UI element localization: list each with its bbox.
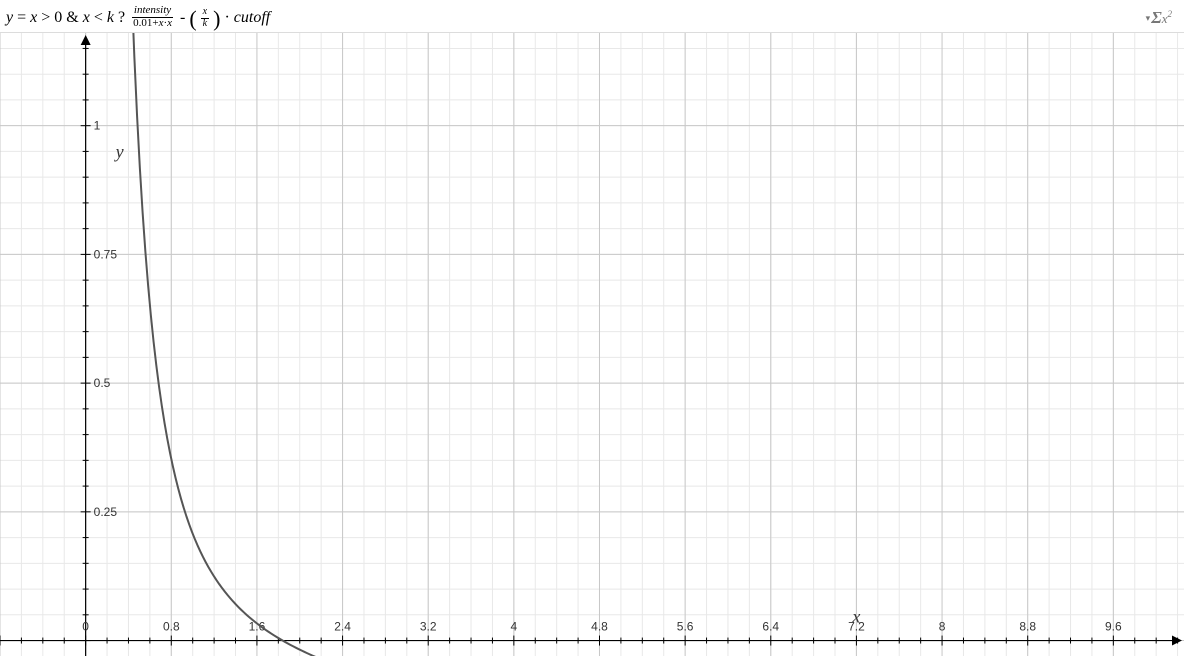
cutoff: cutoff [234,9,270,27]
svg-text:6.4: 6.4 [762,620,779,634]
svg-text:1: 1 [94,119,101,133]
svg-text:8.8: 8.8 [1019,620,1036,634]
var-y: y [6,9,13,27]
plot-svg: 00.81.62.43.244.85.66.47.288.89.60.250.5… [0,33,1184,656]
svg-text:4: 4 [511,620,518,634]
qmark: ? [118,9,125,27]
svg-text:4.8: 4.8 [591,620,608,634]
svg-text:1.6: 1.6 [249,620,266,634]
svg-text:x: x [851,607,860,627]
formula-expression: y = x > 0 & x < k ? intensity 0.01+x·x -… [6,5,270,31]
var-k: k [107,9,114,27]
svg-text:0.75: 0.75 [94,247,118,261]
fraction-xk: x k [201,7,209,29]
dot: · [224,9,229,27]
lt-sign: < [94,9,103,27]
formula-bar: y = x > 0 & x < k ? intensity 0.01+x·x -… [0,0,1184,34]
rparen: ) [213,6,220,32]
svg-text:0: 0 [82,620,89,634]
zero: 0 [54,9,62,27]
gt-sign: > [41,9,50,27]
symbolic-menu-button[interactable]: ▾ Σ x 2 [1142,6,1176,30]
chevron-down-icon: ▾ [1146,13,1151,24]
sigma-sup: 2 [1168,9,1173,19]
svg-text:3.2: 3.2 [420,620,437,634]
svg-text:0.5: 0.5 [94,376,111,390]
frac-den: 0.01+x·x [131,18,174,30]
amp: & [66,9,78,27]
svg-text:0.25: 0.25 [94,505,118,519]
svg-text:y: y [114,141,124,161]
svg-text:8: 8 [939,620,946,634]
svg-text:0.8: 0.8 [163,620,180,634]
var-x-2: x [83,9,90,27]
equals: = [17,9,26,27]
minus: - [180,9,185,27]
svg-text:5.6: 5.6 [677,620,694,634]
var-x: x [30,9,37,27]
svg-text:2.4: 2.4 [334,620,351,634]
fraction-intensity: intensity 0.01+x·x [131,5,174,29]
sigma-icon: Σ [1151,8,1162,28]
svg-text:9.6: 9.6 [1105,620,1122,634]
graph-viewport[interactable]: 00.81.62.43.244.85.66.47.288.89.60.250.5… [0,32,1184,656]
lparen: ( [189,6,196,32]
